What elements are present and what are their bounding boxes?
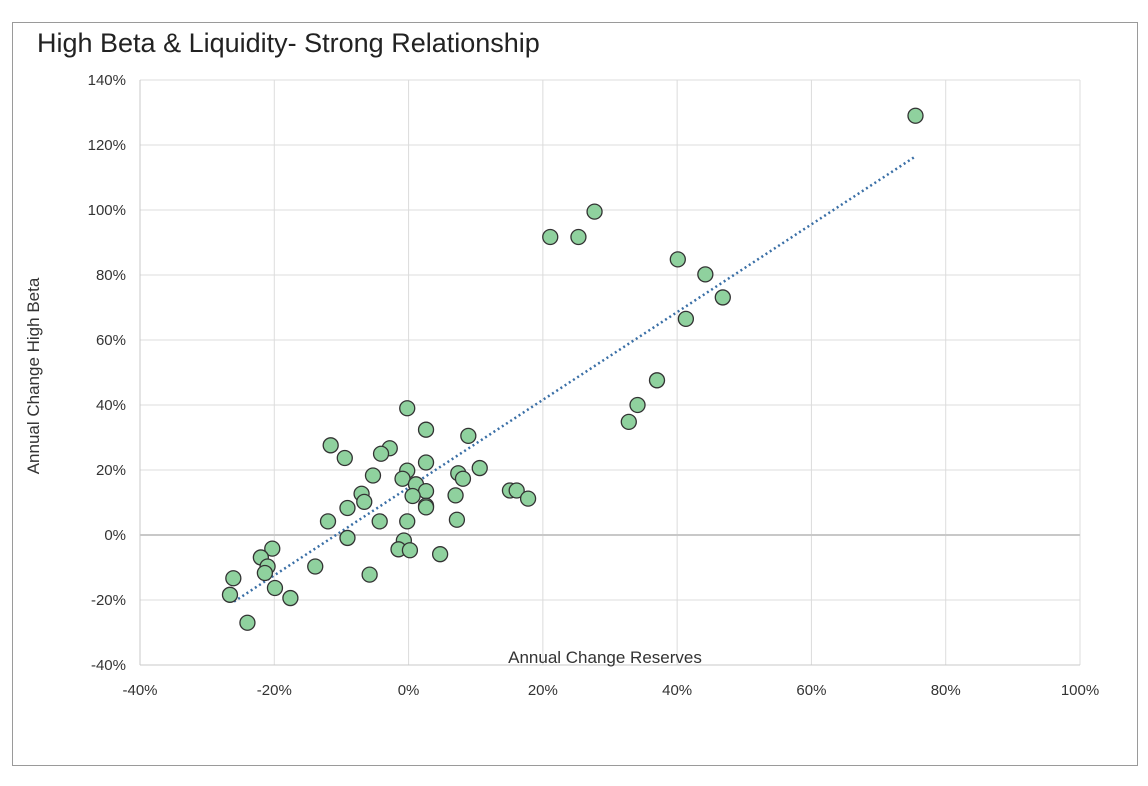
scatter-point	[404, 487, 421, 505]
scatter-point	[714, 289, 731, 306]
scatter-point	[264, 540, 281, 557]
scatter-point	[399, 513, 416, 530]
y-tick-labels: -40% -20% 0% 20% 40% 60% 80% 100% 120% 140%	[88, 72, 126, 674]
scatter-point	[629, 396, 646, 414]
scatter-point	[399, 400, 416, 417]
scatter-point	[417, 482, 435, 500]
y-tick-label: 40%	[96, 397, 126, 414]
scatter-point	[239, 614, 256, 631]
scatter-point	[319, 513, 337, 530]
y-tick-label: 100%	[88, 202, 126, 219]
x-tick-label: -20%	[257, 682, 292, 699]
scatter-point	[371, 513, 388, 530]
x-axis-label: Annual Change Reserves	[508, 648, 702, 667]
y-tick-label: -20%	[91, 592, 126, 609]
scatter-point	[282, 589, 299, 607]
scatter-point	[431, 546, 449, 563]
axes	[139, 80, 1080, 666]
trendline	[233, 155, 917, 603]
scatter-point	[221, 586, 239, 603]
scatter-point	[454, 470, 472, 487]
x-tick-label: 20%	[528, 682, 558, 699]
y-tick-label: 140%	[88, 72, 126, 89]
y-tick-label: 60%	[96, 332, 126, 349]
chart-frame	[12, 22, 1138, 766]
scatter-point	[361, 566, 378, 583]
scatter-point	[401, 542, 419, 559]
scatter-point	[256, 564, 274, 582]
x-tick-label: -40%	[122, 682, 157, 699]
scatter-point	[336, 449, 353, 467]
scatter-point	[648, 372, 666, 389]
scatter-point	[372, 445, 390, 462]
trendline-group	[233, 155, 917, 603]
scatter-point	[266, 579, 284, 597]
scatter-point	[447, 487, 464, 504]
y-tick-label: 0%	[104, 527, 126, 544]
scatter-point	[697, 266, 714, 283]
x-tick-label: 60%	[796, 682, 826, 699]
scatter-point	[677, 310, 695, 328]
chart-title: High Beta & Liquidity- Strong Relationsh…	[37, 28, 540, 58]
scatter-point	[519, 490, 537, 507]
x-tick-label: 0%	[398, 682, 420, 699]
scatter-point	[448, 511, 466, 528]
y-tick-label: -40%	[91, 657, 126, 674]
scatter-point	[471, 459, 488, 477]
scatter-point	[586, 203, 603, 220]
y-axis-label: Annual Change High Beta	[24, 277, 43, 474]
scatter-point	[339, 499, 356, 517]
scatter-point	[417, 499, 435, 516]
scatter-point	[907, 107, 924, 124]
y-tick-label: 80%	[96, 267, 126, 284]
x-tick-label: 40%	[662, 682, 692, 699]
scatter-point	[364, 467, 382, 484]
scatter-point	[669, 251, 686, 268]
scatter-point	[570, 228, 587, 246]
scatter-point	[417, 454, 435, 471]
scatter-point	[542, 228, 559, 246]
scatter-point	[356, 493, 373, 511]
data-points	[221, 107, 924, 631]
scatter-point	[508, 482, 525, 499]
scatter-point	[225, 570, 242, 587]
x-tick-label: 100%	[1061, 682, 1099, 699]
scatter-point	[620, 413, 637, 431]
scatter-point	[339, 529, 356, 547]
scatter-point	[417, 421, 435, 438]
y-tick-label: 20%	[96, 462, 126, 479]
scatter-point	[394, 470, 411, 487]
grid-lines	[140, 79, 1081, 665]
scatter-point	[322, 437, 339, 454]
x-tick-labels: -40% -20% 0% 20% 40% 60% 80% 100%	[122, 682, 1099, 699]
scatter-point	[307, 558, 324, 575]
x-tick-label: 80%	[931, 682, 961, 699]
scatter-point	[460, 427, 477, 445]
y-tick-label: 120%	[88, 137, 126, 154]
